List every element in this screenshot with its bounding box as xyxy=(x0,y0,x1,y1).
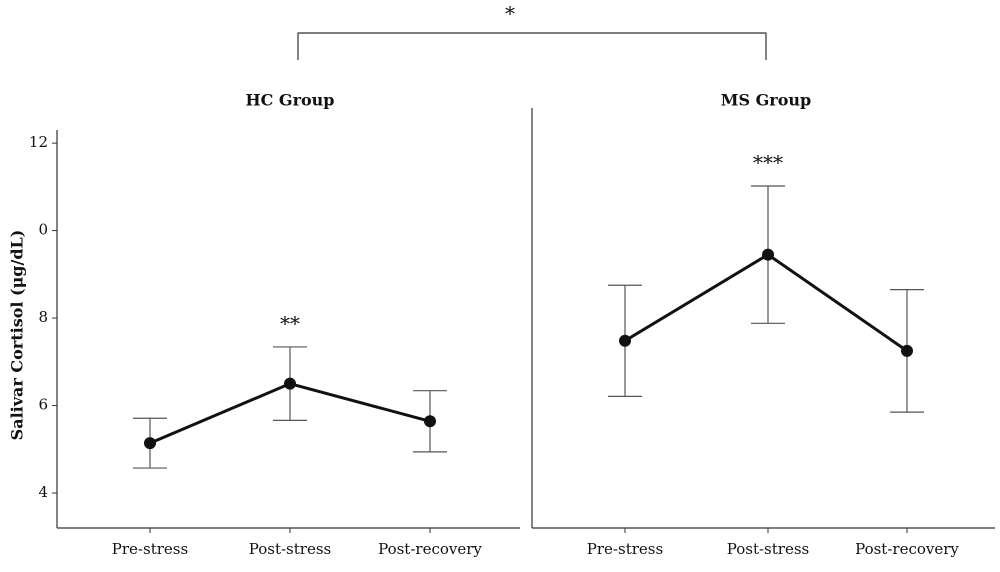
point xyxy=(144,437,156,450)
x-tick-label: Post-recovery xyxy=(855,540,959,558)
point xyxy=(424,415,436,428)
point xyxy=(901,344,913,357)
y-tick-label: 6 xyxy=(38,396,48,414)
y-tick-label: 4 xyxy=(38,483,48,501)
panel-title: MS Group xyxy=(721,91,811,110)
x-tick-label: Post-stress xyxy=(249,540,331,558)
point xyxy=(284,377,296,390)
x-tick-label: Pre-stress xyxy=(587,540,663,558)
x-tick-label: Post-stress xyxy=(727,540,809,558)
point xyxy=(619,334,631,347)
comparison-bracket xyxy=(297,32,767,60)
significance-label: ** xyxy=(280,311,300,335)
line xyxy=(624,252,908,353)
x-tick-label: Post-recovery xyxy=(378,540,482,558)
comparison-label: * xyxy=(505,2,515,26)
point xyxy=(762,248,774,261)
y-tick-label: 12 xyxy=(29,133,48,151)
y-tick-label: 0 xyxy=(38,221,48,239)
panel-title: HC Group xyxy=(245,91,334,110)
y-tick-label: 8 xyxy=(38,308,48,326)
y-axis-label: Salivar Cortisol (μg/dL) xyxy=(8,230,27,441)
significance-label: *** xyxy=(753,150,783,174)
x-tick-label: Pre-stress xyxy=(112,540,188,558)
